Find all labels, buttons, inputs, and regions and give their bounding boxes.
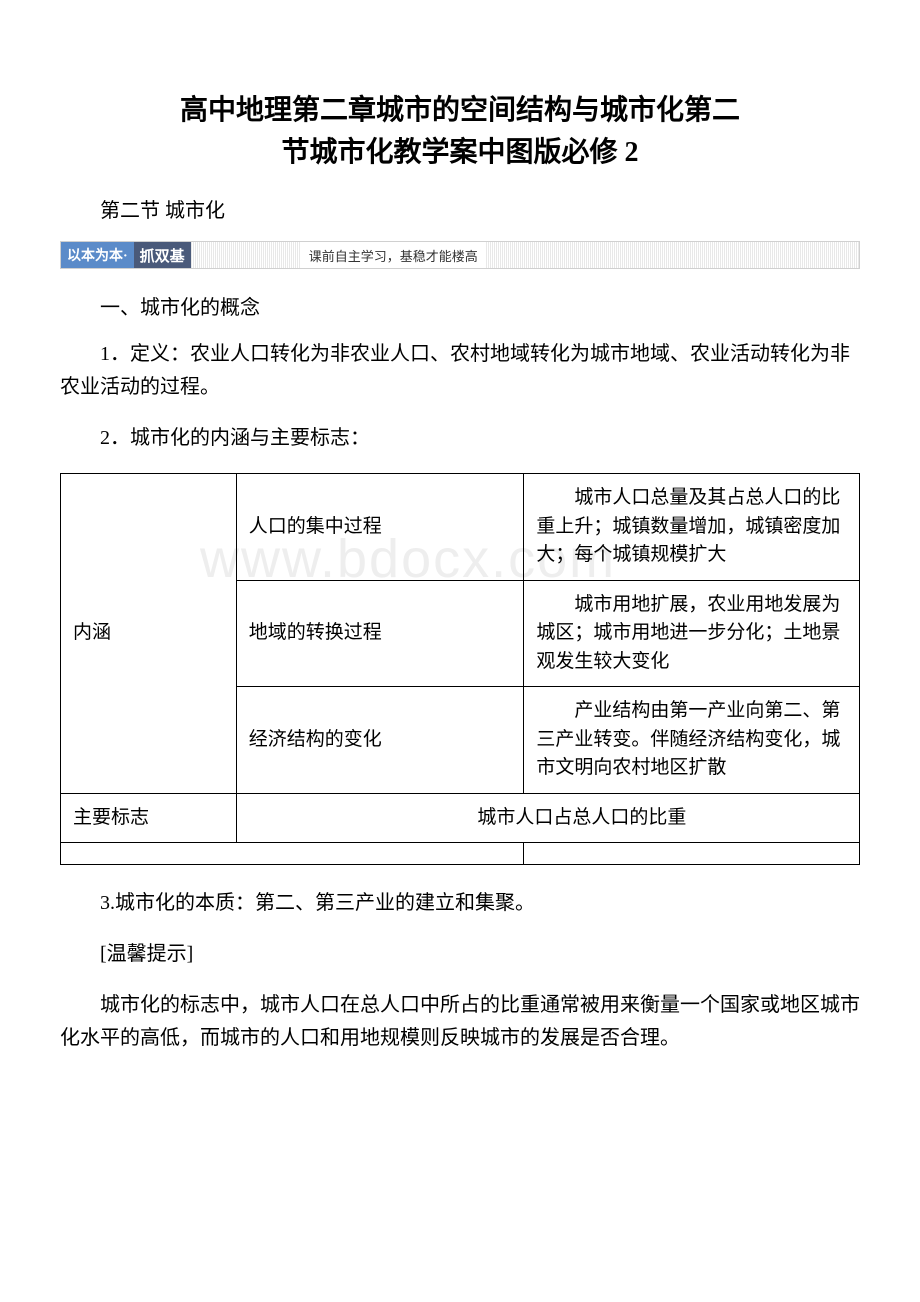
content-table: 内涵 人口的集中过程 城市人口总量及其占总人口的比重上升；城镇数量增加，城镇密度… [60,473,860,865]
cell-r3c2: 经济结构的变化 [236,687,524,794]
banner-caption: 课前自主学习，基稳才能楼高 [301,246,486,265]
table-row: 内涵 人口的集中过程 城市人口总量及其占总人口的比重上升；城镇数量增加，城镇密度… [61,474,860,581]
paragraph-definition: 1．定义：农业人口转化为非农业人口、农村地域转化为城市地域、农业活动转化为非农业… [60,338,860,404]
banner-blue-text: 以本为本· [61,242,134,268]
cell-r1c2: 人口的集中过程 [236,474,524,581]
cell-r2c3: 城市用地扩展，农业用地发展为城区；城市用地进一步分化；土地景观发生较大变化 [524,580,860,687]
cell-r4c1: 主要标志 [61,793,237,843]
paragraph-essence: 3.城市化的本质：第二、第三产业的建立和集聚。 [60,887,860,920]
banner-dark-text: 抓双基 [134,242,191,268]
paragraph-tip-label: [温馨提示] [60,938,860,971]
cell-r1c3: 城市人口总量及其占总人口的比重上升；城镇数量增加，城镇密度加大；每个城镇规模扩大 [524,474,860,581]
banner-pattern-right [486,242,859,268]
cell-r3c3: 产业结构由第一产业向第二、第三产业转变。伴随经济结构变化，城市文明向农村地区扩散 [524,687,860,794]
cell-r2c2: 地域的转换过程 [236,580,524,687]
paragraph-tip-content: 城市化的标志中，城市人口在总人口中所占的比重通常被用来衡量一个国家或地区城市化水… [60,989,860,1055]
cell-empty-left [61,843,524,865]
banner-strip: 以本为本· 抓双基 课前自主学习，基稳才能楼高 [60,241,860,269]
cell-r4c2: 城市人口占总人口的比重 [236,793,859,843]
banner-left: 以本为本· 抓双基 [61,242,191,268]
paragraph-table-intro: 2．城市化的内涵与主要标志： [60,422,860,455]
title-line-2: 节城市化教学案中图版必修 2 [281,137,638,168]
title-line-1: 高中地理第二章城市的空间结构与城市化第二 [180,95,740,126]
cell-empty-right [524,843,860,865]
cell-neirong: 内涵 [61,474,237,794]
heading-1: 一、城市化的概念 [60,291,860,320]
document-content: 高中地理第二章城市的空间结构与城市化第二 节城市化教学案中图版必修 2 第二节 … [60,90,860,1055]
document-title: 高中地理第二章城市的空间结构与城市化第二 节城市化教学案中图版必修 2 [60,90,860,174]
table-row: 主要标志 城市人口占总人口的比重 [61,793,860,843]
section-label: 第二节 城市化 [60,194,860,223]
table-row-empty [61,843,860,865]
banner-pattern-left [191,242,301,268]
